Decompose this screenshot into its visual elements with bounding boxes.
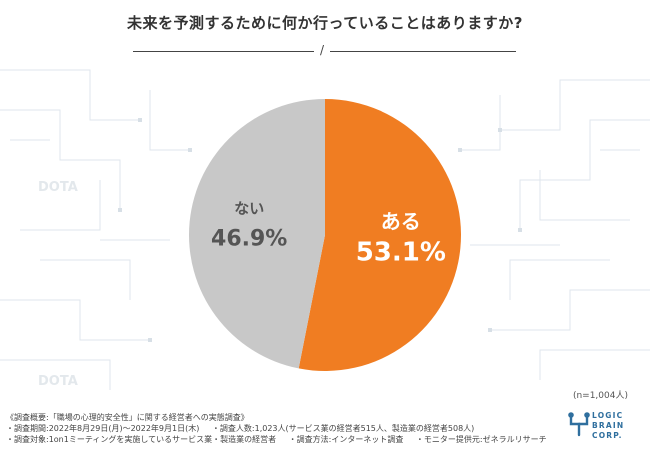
chart-title: 未来を予測するために何か行っていることはありますか? <box>127 14 523 32</box>
slice-value-1: 46.9% <box>211 227 287 252</box>
title-rule-right <box>330 51 516 52</box>
footer-period: ・調査期間:2022年8月29日(月)〜2022年9月1日(木) <box>6 424 200 433</box>
footer-target: ・調査対象:1on1ミーティングを実施しているサービス業・製造業の経営者 <box>6 435 277 444</box>
footer-method: ・調査方法:インターネット調査 <box>288 435 404 444</box>
survey-footer: 《調査概要:「職場の心理的安全性」に関する経営者への実態調査》 ・調査期間:20… <box>6 412 566 445</box>
pie-slice-1 <box>188 99 325 369</box>
slice-value-0: 53.1% <box>356 237 446 267</box>
watermark: DOTA <box>38 180 78 195</box>
slice-label-0: ある <box>381 209 421 233</box>
pie-slice-0 <box>298 99 461 371</box>
title-separator: / <box>319 43 325 57</box>
footer-respondents: ・調査人数:1,023人(サービス業の経営者515人、製造業の経営者508人) <box>211 424 475 433</box>
watermark: DOTA <box>38 374 78 389</box>
slice-label-1: ない <box>234 200 264 218</box>
footer-title: 《調査概要:「職場の心理的安全性」に関する経営者への実態調査》 <box>6 413 249 422</box>
logo-icon <box>568 412 590 437</box>
logic-brain-logo: LOGIC BRAIN CORP. <box>568 410 642 444</box>
sample-size-note: (n=1,004人) <box>572 391 628 401</box>
logo-text: LOGIC BRAIN CORP. <box>592 411 625 440</box>
title-rule-left <box>133 51 314 52</box>
footer-provider: ・モニター提供元:ゼネラルリサーチ <box>415 435 547 444</box>
